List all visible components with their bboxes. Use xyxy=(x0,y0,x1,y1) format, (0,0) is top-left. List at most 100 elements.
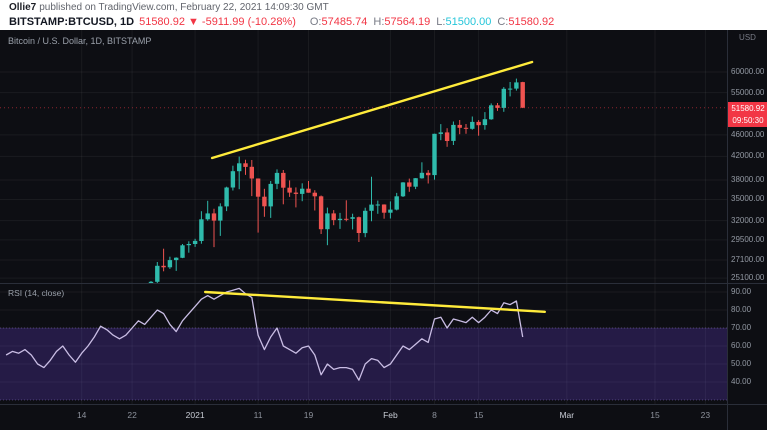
rsi-pane[interactable] xyxy=(0,283,727,404)
time-axis-separator xyxy=(0,404,767,405)
candle-body xyxy=(237,163,242,172)
candle-body xyxy=(211,213,217,221)
ohlc-label: H: xyxy=(373,16,385,28)
header-last-price: 51580.92 xyxy=(139,16,185,28)
candle-body xyxy=(394,196,399,210)
candle-body xyxy=(476,121,481,126)
price-axis-label: 60000.00 xyxy=(731,67,765,76)
ohlc-values: O:57485.74 H:57564.19 L:51500.00 C:51580.92 xyxy=(304,16,554,28)
candle-body xyxy=(300,188,305,194)
price-axis-label: 25100.00 xyxy=(731,273,765,283)
rsi-axis-label: 40.00 xyxy=(731,377,752,386)
pane-separator[interactable] xyxy=(0,283,767,284)
ohlc-label: O: xyxy=(309,16,322,28)
candle-body xyxy=(419,172,425,179)
candle-body xyxy=(356,217,362,233)
candle-body xyxy=(218,206,223,221)
candle-body xyxy=(155,265,160,282)
time-axis-label: 19 xyxy=(303,410,314,420)
time-axis[interactable]: 14 22 2021 11 19 Feb 8 15 Mar 15 23 xyxy=(0,405,727,430)
price-axis-label: 46000.00 xyxy=(731,129,765,139)
price-axis-label: 32000.00 xyxy=(731,215,765,225)
candle-body xyxy=(186,244,191,246)
candle-body xyxy=(413,178,418,187)
candle-body xyxy=(369,204,374,211)
price-axis[interactable]: USD 51580.92 09:50:30 60000.00 55000.00 46… xyxy=(727,30,767,430)
candle-body xyxy=(457,124,462,128)
candle-body xyxy=(287,187,292,193)
candle-body xyxy=(249,166,254,179)
bar-countdown-badge: 09:50:30 xyxy=(728,114,767,127)
candle-body xyxy=(274,172,280,184)
candle-body xyxy=(199,219,204,241)
candle-body xyxy=(312,192,317,197)
ohlc-label: L: xyxy=(436,16,446,28)
candle-body xyxy=(180,245,185,258)
candle-body xyxy=(262,196,267,207)
ohlc-value: 51500.00 xyxy=(445,16,492,28)
rsi-band xyxy=(0,328,727,400)
candle-body xyxy=(243,163,248,167)
candle-body xyxy=(192,240,198,244)
candle-body xyxy=(167,260,173,268)
candle-body xyxy=(161,265,166,268)
candle-body xyxy=(281,172,286,188)
time-axis-label: 15 xyxy=(650,410,660,420)
rsi-trendline[interactable] xyxy=(203,290,546,313)
candle-body xyxy=(337,218,343,221)
price-axis-label: 42000.00 xyxy=(731,151,765,161)
time-axis-label: Feb xyxy=(383,410,398,420)
price-trendline[interactable] xyxy=(210,60,534,160)
time-axis-label: 22 xyxy=(127,410,137,420)
candle-body xyxy=(489,105,494,120)
candle-body xyxy=(205,213,210,220)
candle-body xyxy=(381,204,387,213)
candle-body xyxy=(507,88,513,90)
price-axis-label: 38000.00 xyxy=(731,175,765,185)
rsi-axis-label: 80.00 xyxy=(731,305,752,314)
time-axis-label: Mar xyxy=(559,410,575,420)
candle-body xyxy=(438,132,443,134)
candle-body xyxy=(255,178,261,197)
ohlc-value: 51580.92 xyxy=(508,16,555,28)
attribution-line: Ollie7 published on TradingView.com, Febr… xyxy=(9,2,767,14)
candle-body xyxy=(325,213,330,230)
ohlc-label: C: xyxy=(497,16,509,28)
candle-body xyxy=(224,187,229,207)
time-axis-label: 14 xyxy=(76,410,87,420)
time-axis-label: 15 xyxy=(473,410,484,420)
price-axis-label: 55000.00 xyxy=(731,87,765,97)
price-axis-label: 27100.00 xyxy=(731,254,765,264)
rsi-axis-label: 70.00 xyxy=(731,323,752,332)
candle-body xyxy=(148,281,154,283)
chart-legend: Bitcoin / U.S. Dollar, 1D, BITSTAMP xyxy=(8,36,152,46)
candle-body xyxy=(331,213,336,221)
rsi-axis-label: 90.00 xyxy=(731,287,752,296)
price-axis-label: 29500.00 xyxy=(731,234,765,244)
time-axis-label: 11 xyxy=(253,410,263,420)
candle-body xyxy=(306,188,311,193)
candle-body xyxy=(482,119,488,126)
candle-body xyxy=(293,192,299,194)
candle-body xyxy=(174,257,179,261)
candle-body xyxy=(375,204,380,206)
candle-body xyxy=(268,183,273,207)
candle-body xyxy=(501,88,506,108)
candle-body xyxy=(470,121,475,129)
candle-body xyxy=(400,182,406,197)
rsi-axis-label: 50.00 xyxy=(731,359,752,368)
candle-body xyxy=(388,209,393,213)
price-pane[interactable] xyxy=(0,30,727,283)
time-axis-label: 23 xyxy=(700,410,711,420)
rsi-axis-label: 60.00 xyxy=(731,341,752,350)
candle-body xyxy=(444,132,450,141)
symbol-title: BITSTAMP:BTCUSD, 1D xyxy=(9,16,135,28)
candle-body xyxy=(407,182,412,187)
candle-body xyxy=(363,210,368,234)
header-price-change: ▼ -5911.99 (-10.28%) xyxy=(187,16,296,28)
candle-body xyxy=(432,133,437,176)
symbol-line: BITSTAMP:BTCUSD, 1D 51580.92 ▼ -5911.99 (-… xyxy=(9,15,767,29)
rsi-indicator-legend: RSI (14, close) xyxy=(8,288,65,298)
price-axis-label: 35000.00 xyxy=(731,194,765,204)
